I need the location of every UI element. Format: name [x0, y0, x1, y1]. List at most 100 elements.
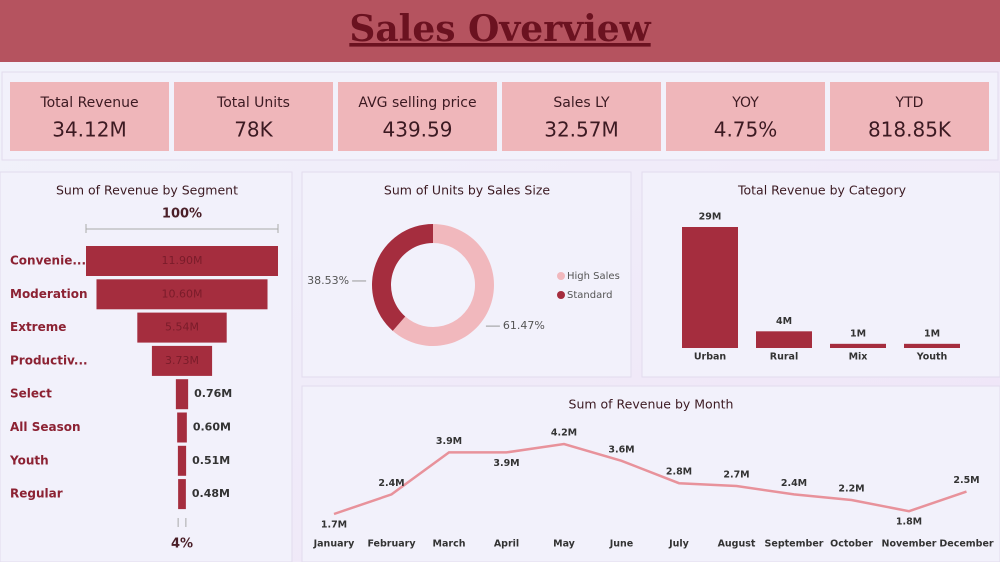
- value-label: 2.4M: [781, 478, 807, 489]
- value-label: 1.7M: [321, 520, 347, 531]
- kpi-value: 34.12M: [52, 118, 127, 142]
- funnel-bar: [151, 345, 213, 376]
- bar: [904, 343, 960, 348]
- funnel-bar: [86, 246, 278, 276]
- funnel-bottom-label: 4%: [171, 537, 193, 552]
- category-label: Mix: [849, 352, 868, 363]
- legend-label: Standard: [567, 290, 613, 301]
- value-label: 0.60M: [193, 421, 231, 434]
- chart-title: Sum of Revenue by Month: [569, 397, 734, 412]
- chart-title: Total Revenue by Category: [737, 183, 907, 198]
- kpi-label: Sales LY: [553, 95, 610, 111]
- funnel-bar: [177, 412, 187, 443]
- value-label: 11.90M: [162, 254, 203, 267]
- value-label: 2.4M: [378, 478, 404, 489]
- kpi-card: [10, 82, 169, 151]
- funnel-panel: [0, 171, 293, 562]
- kpi-label: Total Units: [216, 95, 290, 111]
- category-label: Rural: [770, 352, 798, 363]
- kpi-label: Total Revenue: [39, 95, 138, 111]
- header-bar: [0, 0, 1000, 62]
- chart-title: Sum of Revenue by Segment: [56, 183, 238, 198]
- kpi-card: [502, 82, 661, 151]
- bar: [756, 331, 812, 348]
- category-label: Youth: [916, 352, 948, 363]
- category-label: Youth: [9, 453, 49, 467]
- value-label: 4.2M: [551, 428, 577, 439]
- x-tick-label: June: [609, 539, 634, 550]
- value-label: 2.5M: [953, 475, 979, 486]
- value-label: 3.6M: [608, 444, 634, 455]
- legend-marker: [557, 272, 565, 280]
- category-label: Moderation: [10, 287, 88, 301]
- value-label: 0.48M: [192, 487, 230, 500]
- x-tick-label: January: [313, 539, 356, 550]
- kpi-value: 818.85K: [868, 118, 952, 142]
- funnel-top-label: 100%: [162, 207, 202, 222]
- donut-panel: [301, 171, 632, 378]
- kpi-label: AVG selling price: [358, 95, 476, 111]
- chart-title: Sum of Units by Sales Size: [384, 183, 550, 198]
- bar: [830, 343, 886, 348]
- kpi-card: [338, 82, 497, 151]
- kpi-label: YTD: [895, 95, 924, 111]
- value-label: 5.54M: [165, 321, 199, 334]
- x-tick-label: August: [718, 539, 756, 550]
- kpi-label: YOY: [731, 95, 759, 111]
- category-label: Convenie...: [10, 254, 86, 268]
- donut-slice: [392, 224, 494, 346]
- kpi-value: 78K: [234, 118, 273, 142]
- category-label: Extreme: [10, 320, 66, 334]
- value-label: 0.51M: [192, 454, 230, 467]
- funnel-bracket: [177, 518, 187, 527]
- kpi-value: 439.59: [383, 118, 453, 142]
- value-label: 2.2M: [838, 484, 864, 495]
- kpi-card: [830, 82, 989, 151]
- line-panel: [301, 385, 1000, 562]
- kpi-card: [666, 82, 825, 151]
- funnel-bar: [137, 312, 227, 343]
- x-tick-label: October: [830, 539, 873, 550]
- funnel-bar: [177, 445, 187, 476]
- funnel-bracket: [85, 224, 279, 233]
- value-label: 29M: [699, 212, 722, 223]
- x-tick-label: April: [494, 539, 519, 550]
- x-tick-label: March: [433, 539, 466, 550]
- legend-marker: [557, 291, 565, 299]
- value-label: 1.8M: [896, 517, 922, 528]
- value-label: 1M: [850, 328, 866, 339]
- value-label: 10.60M: [162, 287, 203, 300]
- funnel-bar: [175, 379, 189, 410]
- value-label: 4M: [776, 316, 792, 327]
- kpi-card: [174, 82, 333, 151]
- legend-label: High Sales: [567, 271, 620, 282]
- x-tick-label: February: [367, 539, 416, 550]
- kpi-value: 32.57M: [544, 118, 619, 142]
- value-label: 3.73M: [165, 354, 199, 367]
- value-label: 61.47%: [503, 319, 545, 332]
- category-label: Urban: [694, 352, 727, 363]
- value-label: 3.9M: [436, 436, 462, 447]
- page-title: Sales Overview: [349, 8, 651, 50]
- bar: [682, 227, 738, 348]
- category-label: Regular: [10, 487, 63, 501]
- x-tick-label: December: [939, 539, 994, 550]
- value-label: 0.76M: [194, 387, 232, 400]
- category-label: Productiv...: [10, 353, 88, 367]
- line: [333, 442, 967, 516]
- donut-slice: [371, 224, 433, 331]
- funnel-bar: [96, 279, 268, 310]
- value-label: 1M: [924, 328, 940, 339]
- value-label: 38.53%: [307, 274, 349, 287]
- x-tick-label: November: [882, 539, 937, 550]
- funnel-bar: [178, 479, 186, 510]
- category-label: Select: [10, 387, 52, 401]
- x-tick-label: September: [765, 539, 824, 550]
- kpi-value: 4.75%: [714, 118, 778, 142]
- category-label: All Season: [10, 420, 81, 434]
- value-label: 3.9M: [493, 458, 519, 469]
- value-label: 2.8M: [666, 467, 692, 478]
- x-tick-label: May: [553, 539, 576, 550]
